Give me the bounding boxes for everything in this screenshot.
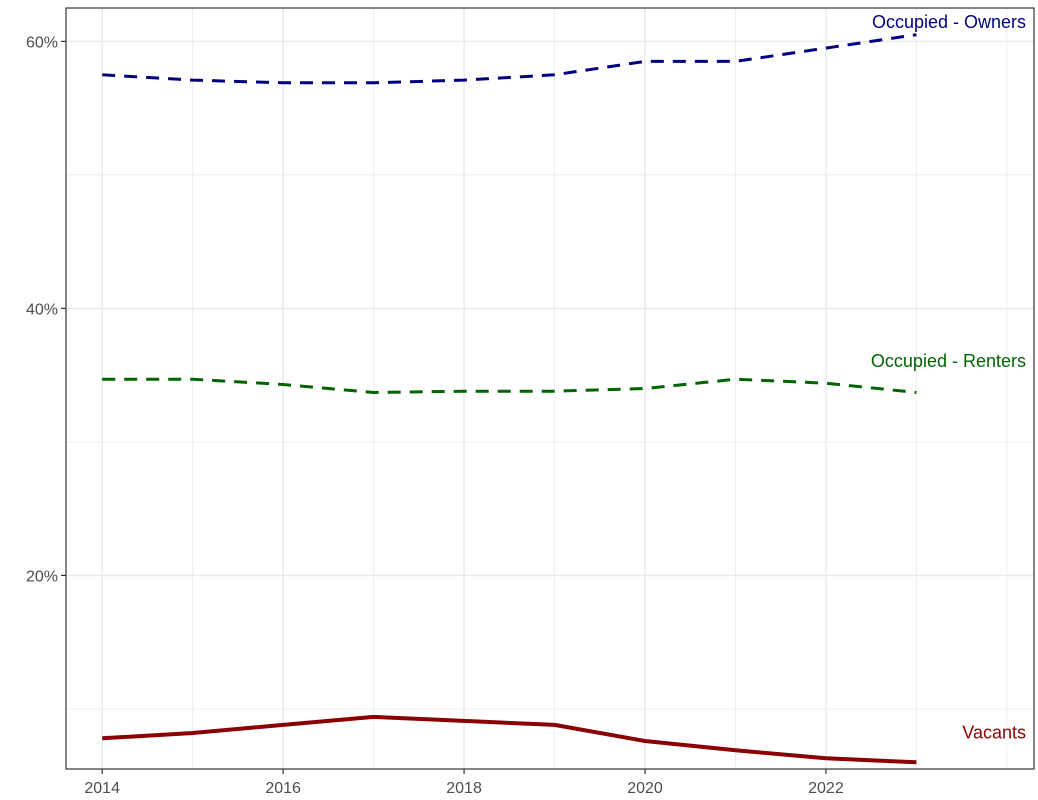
series-label-vacants: Vacants	[962, 722, 1026, 742]
grid-lines	[66, 8, 1034, 769]
series-label-occupied-owners: Occupied - Owners	[872, 12, 1026, 32]
x-tick-label: 2018	[446, 780, 482, 797]
plot-panel-background	[66, 8, 1034, 769]
series-lines	[102, 33, 917, 765]
x-tick-label: 2020	[627, 780, 663, 797]
y-tick-label: 40%	[26, 301, 58, 318]
series-line-occupied-owners	[102, 33, 917, 85]
series-labels: Occupied - Owners Occupied - Renters Vacan…	[871, 12, 1026, 742]
x-tick-label: 2022	[808, 780, 844, 797]
series-line-occupied-renters	[102, 377, 917, 394]
x-tick-label: 2016	[265, 780, 301, 797]
x-tick-label: 2014	[84, 780, 120, 797]
series-label-occupied-renters: Occupied - Renters	[871, 351, 1026, 371]
plot-panel-border	[65, 7, 1035, 770]
y-tick-label: 60%	[26, 34, 58, 51]
series-line-vacants	[102, 714, 917, 765]
axis-ticks: 2014 2016 2018 2020 2022 20% 40% 60%	[26, 34, 844, 797]
y-tick-label: 20%	[26, 568, 58, 585]
